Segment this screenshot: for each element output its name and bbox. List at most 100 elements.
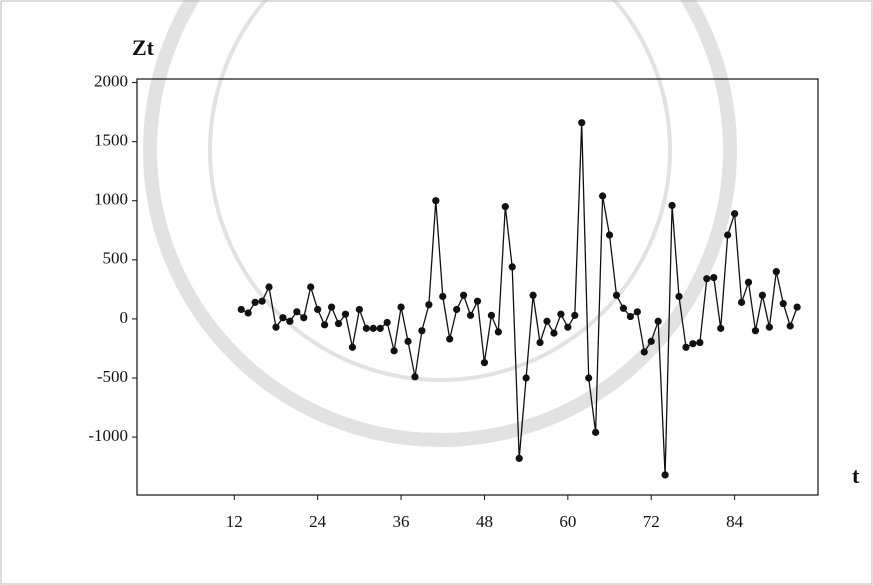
data-point	[251, 298, 259, 306]
data-point	[731, 210, 739, 218]
watermark	[143, 0, 737, 447]
x-axis-title: t	[852, 463, 860, 488]
x-tick-label: 12	[226, 512, 243, 531]
data-point	[376, 324, 384, 332]
y-tick-label: 2000	[94, 71, 128, 90]
data-point	[647, 337, 655, 345]
data-point	[494, 328, 502, 336]
y-tick-label: -1000	[88, 426, 128, 445]
data-point	[411, 373, 419, 381]
data-point	[314, 305, 322, 314]
data-point	[286, 317, 294, 325]
data-point	[439, 292, 447, 301]
data-point	[418, 327, 426, 335]
data-point	[668, 201, 676, 210]
data-point	[348, 343, 357, 351]
data-point	[307, 283, 315, 291]
data-point	[383, 318, 391, 327]
x-tick-label: 48	[476, 512, 493, 531]
data-point	[237, 305, 245, 314]
data-point	[321, 321, 329, 329]
data-point	[390, 347, 398, 355]
data-point	[654, 317, 662, 325]
data-point	[703, 275, 711, 283]
data-point	[550, 329, 558, 337]
data-point	[571, 311, 579, 319]
data-point	[279, 314, 287, 322]
data-point	[661, 471, 669, 479]
data-point	[765, 323, 773, 331]
data-point	[300, 314, 308, 322]
data-point	[466, 311, 475, 319]
data-point	[404, 337, 412, 345]
data-point	[536, 338, 544, 347]
y-tick-label: -500	[97, 367, 128, 386]
data-point	[744, 278, 753, 286]
data-point	[258, 297, 266, 305]
data-point	[341, 310, 350, 318]
data-point	[786, 322, 794, 330]
x-tick-label: 72	[643, 512, 660, 531]
data-point	[605, 231, 614, 239]
data-point	[564, 323, 572, 331]
data-point	[682, 343, 690, 351]
data-point	[362, 324, 370, 332]
data-point	[244, 309, 252, 317]
data-point	[717, 324, 725, 332]
y-tick-label: 0	[120, 308, 129, 327]
data-point	[487, 311, 495, 319]
plot-frame	[136, 78, 819, 496]
data-point	[578, 119, 586, 127]
data-point	[543, 317, 551, 325]
y-tick-label: 500	[103, 249, 129, 268]
x-tick-label: 84	[726, 512, 744, 531]
data-point	[557, 310, 565, 318]
data-point	[619, 304, 628, 312]
data-point	[598, 192, 607, 200]
data-point	[612, 291, 621, 299]
data-point	[758, 291, 767, 299]
data-point	[515, 454, 523, 462]
data-point	[432, 197, 440, 205]
data-point	[689, 340, 697, 348]
data-point	[508, 263, 516, 271]
data-point	[453, 305, 461, 314]
x-tick-label: 60	[559, 512, 576, 531]
data-point	[334, 320, 343, 328]
data-point	[737, 298, 746, 306]
data-point	[793, 303, 801, 311]
data-point	[355, 305, 363, 314]
data-point	[633, 308, 641, 316]
data-point	[293, 308, 301, 316]
data-point	[696, 338, 704, 347]
data-point	[779, 299, 787, 308]
data-point	[327, 303, 336, 311]
x-tick-label: 36	[393, 512, 410, 531]
data-point	[710, 273, 718, 282]
data-point	[675, 292, 683, 301]
data-point	[751, 327, 760, 335]
data-point	[369, 324, 377, 332]
data-point	[626, 312, 634, 321]
y-tick-label: 1500	[94, 131, 128, 150]
data-point	[272, 323, 280, 331]
data-point	[446, 335, 454, 343]
data-point	[501, 203, 509, 211]
data-point	[473, 297, 482, 305]
data-point	[724, 231, 732, 239]
data-point	[425, 301, 433, 309]
data-point	[585, 374, 593, 382]
data-point	[772, 268, 780, 276]
data-point	[265, 283, 273, 291]
x-tick-label: 24	[309, 512, 327, 531]
data-point	[529, 291, 537, 299]
y-axis-title: Zt	[132, 35, 155, 60]
data-point	[522, 374, 530, 382]
data-point	[397, 303, 405, 311]
data-point	[480, 359, 489, 367]
data-point	[592, 428, 600, 436]
y-tick-label: 1000	[94, 190, 128, 209]
